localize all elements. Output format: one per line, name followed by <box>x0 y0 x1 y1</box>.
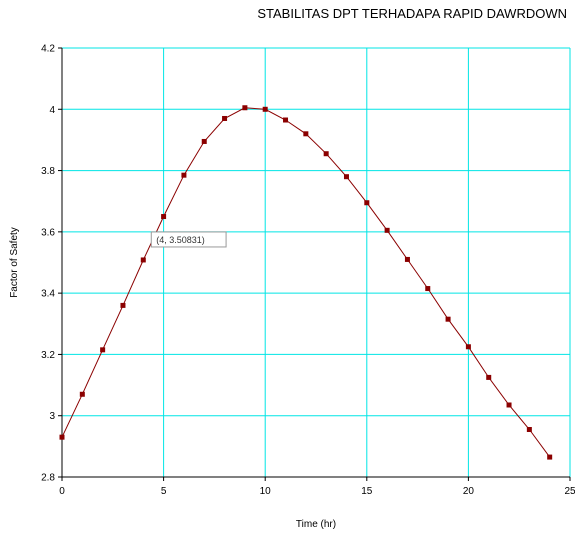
data-point <box>425 286 431 292</box>
x-axis-title: Time (hr) <box>296 519 336 530</box>
data-point <box>140 257 146 263</box>
x-tick-label: 15 <box>361 486 373 497</box>
data-point <box>486 374 492 380</box>
data-point <box>222 115 228 121</box>
data-point <box>445 316 451 322</box>
x-tick-label: 10 <box>260 486 272 497</box>
data-point <box>465 344 471 350</box>
data-point <box>79 391 85 397</box>
x-tick-label: 25 <box>564 486 575 497</box>
axes-layer <box>58 47 571 481</box>
data-point <box>384 227 390 233</box>
data-point <box>547 454 553 460</box>
data-point <box>120 302 126 308</box>
y-tick-label: 4 <box>49 105 55 116</box>
series-line <box>61 107 551 458</box>
x-tick-label: 5 <box>161 486 167 497</box>
data-point <box>161 214 167 220</box>
y-tick-label: 4.2 <box>41 44 55 55</box>
y-tick-label: 3.2 <box>41 350 55 361</box>
y-axis-title: Factor of Safety <box>9 227 20 298</box>
y-tick-label: 3.8 <box>41 166 55 177</box>
data-point <box>323 151 329 157</box>
tooltip-text: (4, 3.50831) <box>156 235 205 245</box>
data-point <box>364 200 370 206</box>
data-point <box>526 427 532 433</box>
data-point <box>100 347 106 353</box>
tooltip-box <box>150 231 227 248</box>
x-tick-label: 20 <box>463 486 475 497</box>
y-tick-label: 3.4 <box>41 289 55 300</box>
data-point <box>242 105 248 111</box>
chart-title: STABILITAS DPT TERHADAPA RAPID DAWRDOWN <box>257 6 567 21</box>
grid-layer <box>62 47 571 477</box>
data-point <box>262 106 268 112</box>
y-tick-label: 2.8 <box>41 473 55 484</box>
marker-layer <box>59 105 553 460</box>
data-point-tooltip: (4, 3.50831) <box>150 231 227 248</box>
data-point <box>343 174 349 180</box>
series-line-layer <box>61 107 551 458</box>
y-tick-label: 3.6 <box>41 227 55 238</box>
data-point <box>201 138 207 144</box>
data-point <box>283 117 289 123</box>
data-point <box>59 434 65 440</box>
data-point <box>506 402 512 408</box>
y-tick-label: 3 <box>49 411 55 422</box>
data-point <box>303 131 309 137</box>
x-tick-label: 0 <box>59 486 65 497</box>
data-point <box>404 256 410 262</box>
tick-label-layer: 0 5 10 15 20 25 2.8 3 3.2 3.4 3.6 3.8 4 4.2 <box>41 44 575 498</box>
data-point <box>181 172 187 178</box>
